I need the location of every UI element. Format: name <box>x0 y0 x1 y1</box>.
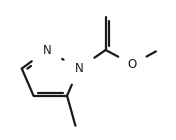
Text: O: O <box>128 58 137 71</box>
Text: N: N <box>74 62 83 75</box>
Text: N: N <box>43 44 51 57</box>
